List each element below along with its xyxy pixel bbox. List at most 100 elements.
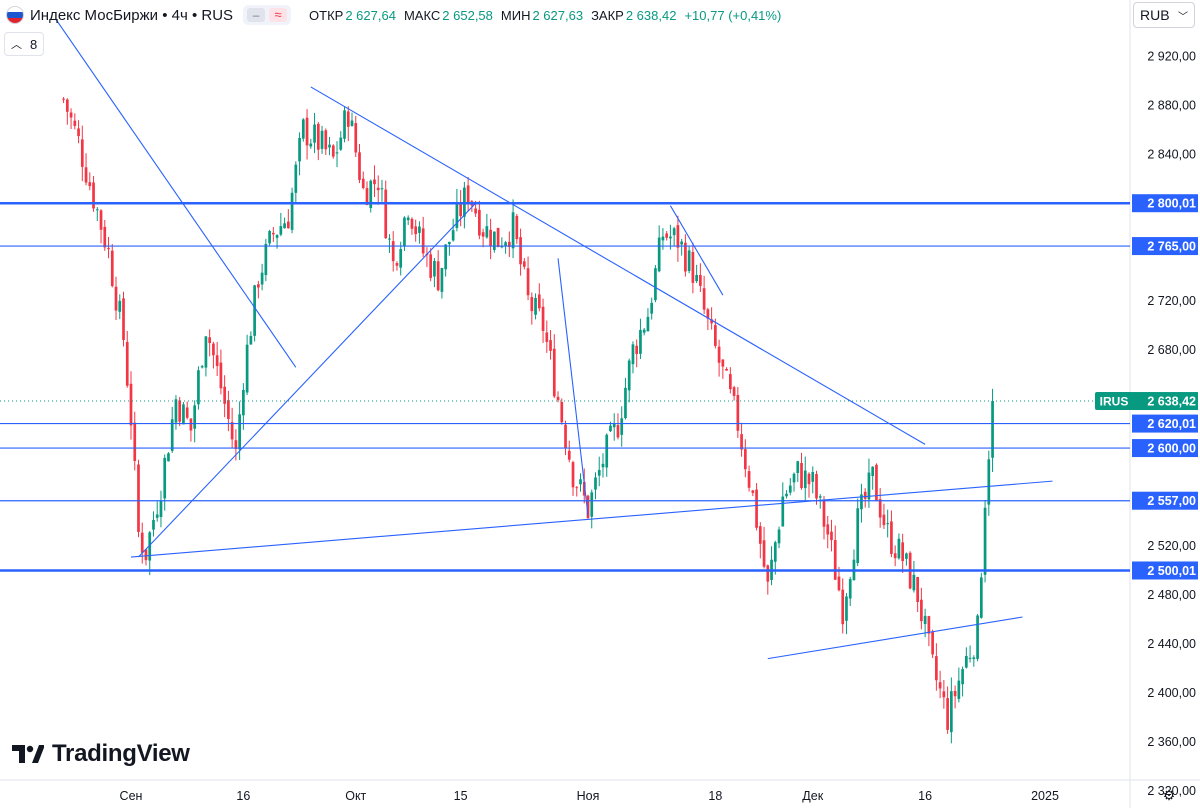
candle-body [455,202,459,228]
candle-body [594,477,597,490]
candle-body [669,236,672,239]
level-price-tag [1132,561,1198,580]
candle-body [631,344,635,365]
candle-body [208,337,212,344]
candle-body [635,345,639,354]
candle-body [339,137,343,150]
candle-body [766,565,770,582]
candle-body [620,418,624,435]
level-price-label: 2 600,00 [1147,442,1196,456]
candle-body [62,98,65,100]
candle-body [818,496,822,498]
candle-body [507,241,511,247]
candle-body [882,514,886,526]
y-tick-label: 2 360,00 [1147,735,1196,749]
candle-body [976,615,979,659]
candle-body [811,472,815,482]
candle-body [676,225,680,248]
candle-body [953,690,957,697]
candle-body [657,237,661,272]
candle-body [537,294,541,309]
candle-body [170,419,174,451]
candle-body [215,355,219,367]
candle-body [376,187,380,191]
candle-body [964,655,968,668]
tradingview-logo[interactable]: TradingView [12,740,190,768]
level-price-label: 2 620,01 [1147,417,1196,431]
candle-body [200,366,204,368]
low-value: 2 627,63 [532,7,584,23]
candle-body [178,400,182,422]
candle-body [788,485,792,493]
candle-body [590,492,594,517]
candle-body [466,185,470,203]
currency-select[interactable]: RUB ﹀ [1133,2,1195,28]
candle-body [189,418,193,431]
candle-body [706,309,710,319]
candle-body [69,112,73,118]
russia-flag-icon [6,6,24,24]
candle-body [530,297,534,312]
settings-gear-icon[interactable]: ⚙ [1162,787,1176,803]
status-pill[interactable]: – ≈ [243,5,292,25]
candle-body [403,217,406,246]
last-price-tag [1132,392,1198,411]
candle-body [931,631,934,655]
candle-body [114,286,118,311]
tradingview-mark-icon [12,743,45,765]
candle-body [556,396,560,401]
symbol-title[interactable]: Индекс МосБиржи • 4ч • RUS [30,6,234,24]
candle-body [481,232,485,237]
candle-body [916,576,919,602]
indicators-toggle[interactable]: ︿ 8 [4,32,45,56]
candle-body [935,656,938,681]
candle-body [541,306,545,331]
candle-body [545,332,549,342]
candle-body [504,242,507,247]
high-value: 2 652,58 [442,7,493,23]
candle-body [185,407,189,418]
candle-body [519,237,522,265]
candle-body [938,682,942,689]
candle-body [230,422,234,440]
candle-body [717,346,721,363]
candle-body [279,226,283,235]
candle-body [388,238,391,240]
candle-body [358,152,361,180]
candle-body [406,217,410,221]
candle-body [227,400,230,419]
candle-body [414,226,418,235]
level-price-label: 2 765,00 [1147,240,1196,254]
y-tick-label: 2 720,00 [1147,294,1196,308]
candle-body [301,119,305,139]
candle-body [639,329,642,354]
candle-body [103,226,107,248]
candle-body [687,250,691,272]
x-tick-label: 18 [708,789,722,803]
candle-body [755,489,758,528]
candle-body [77,128,80,137]
candle-body [260,272,264,285]
level-price-label: 2 800,01 [1147,197,1196,211]
candle-body [695,275,698,282]
x-tick-label: 16 [236,789,250,803]
approx-icon: ≈ [269,8,288,22]
candle-body [684,242,687,272]
candle-body [313,124,316,143]
symbol-tag [1095,392,1133,411]
candle-body [298,137,301,162]
level-price-tag [1132,439,1198,458]
level-price-tag [1132,491,1198,510]
candle-body [758,526,762,544]
candle-body [107,248,110,250]
candle-body [245,344,249,393]
candle-body [294,164,298,193]
candle-body [920,599,923,622]
candle-body [436,261,440,291]
trend-line [557,258,589,516]
candle-body [736,395,740,431]
candle-body [654,268,657,301]
y-tick-label: 2 440,00 [1147,637,1196,651]
candle-body [526,268,530,296]
